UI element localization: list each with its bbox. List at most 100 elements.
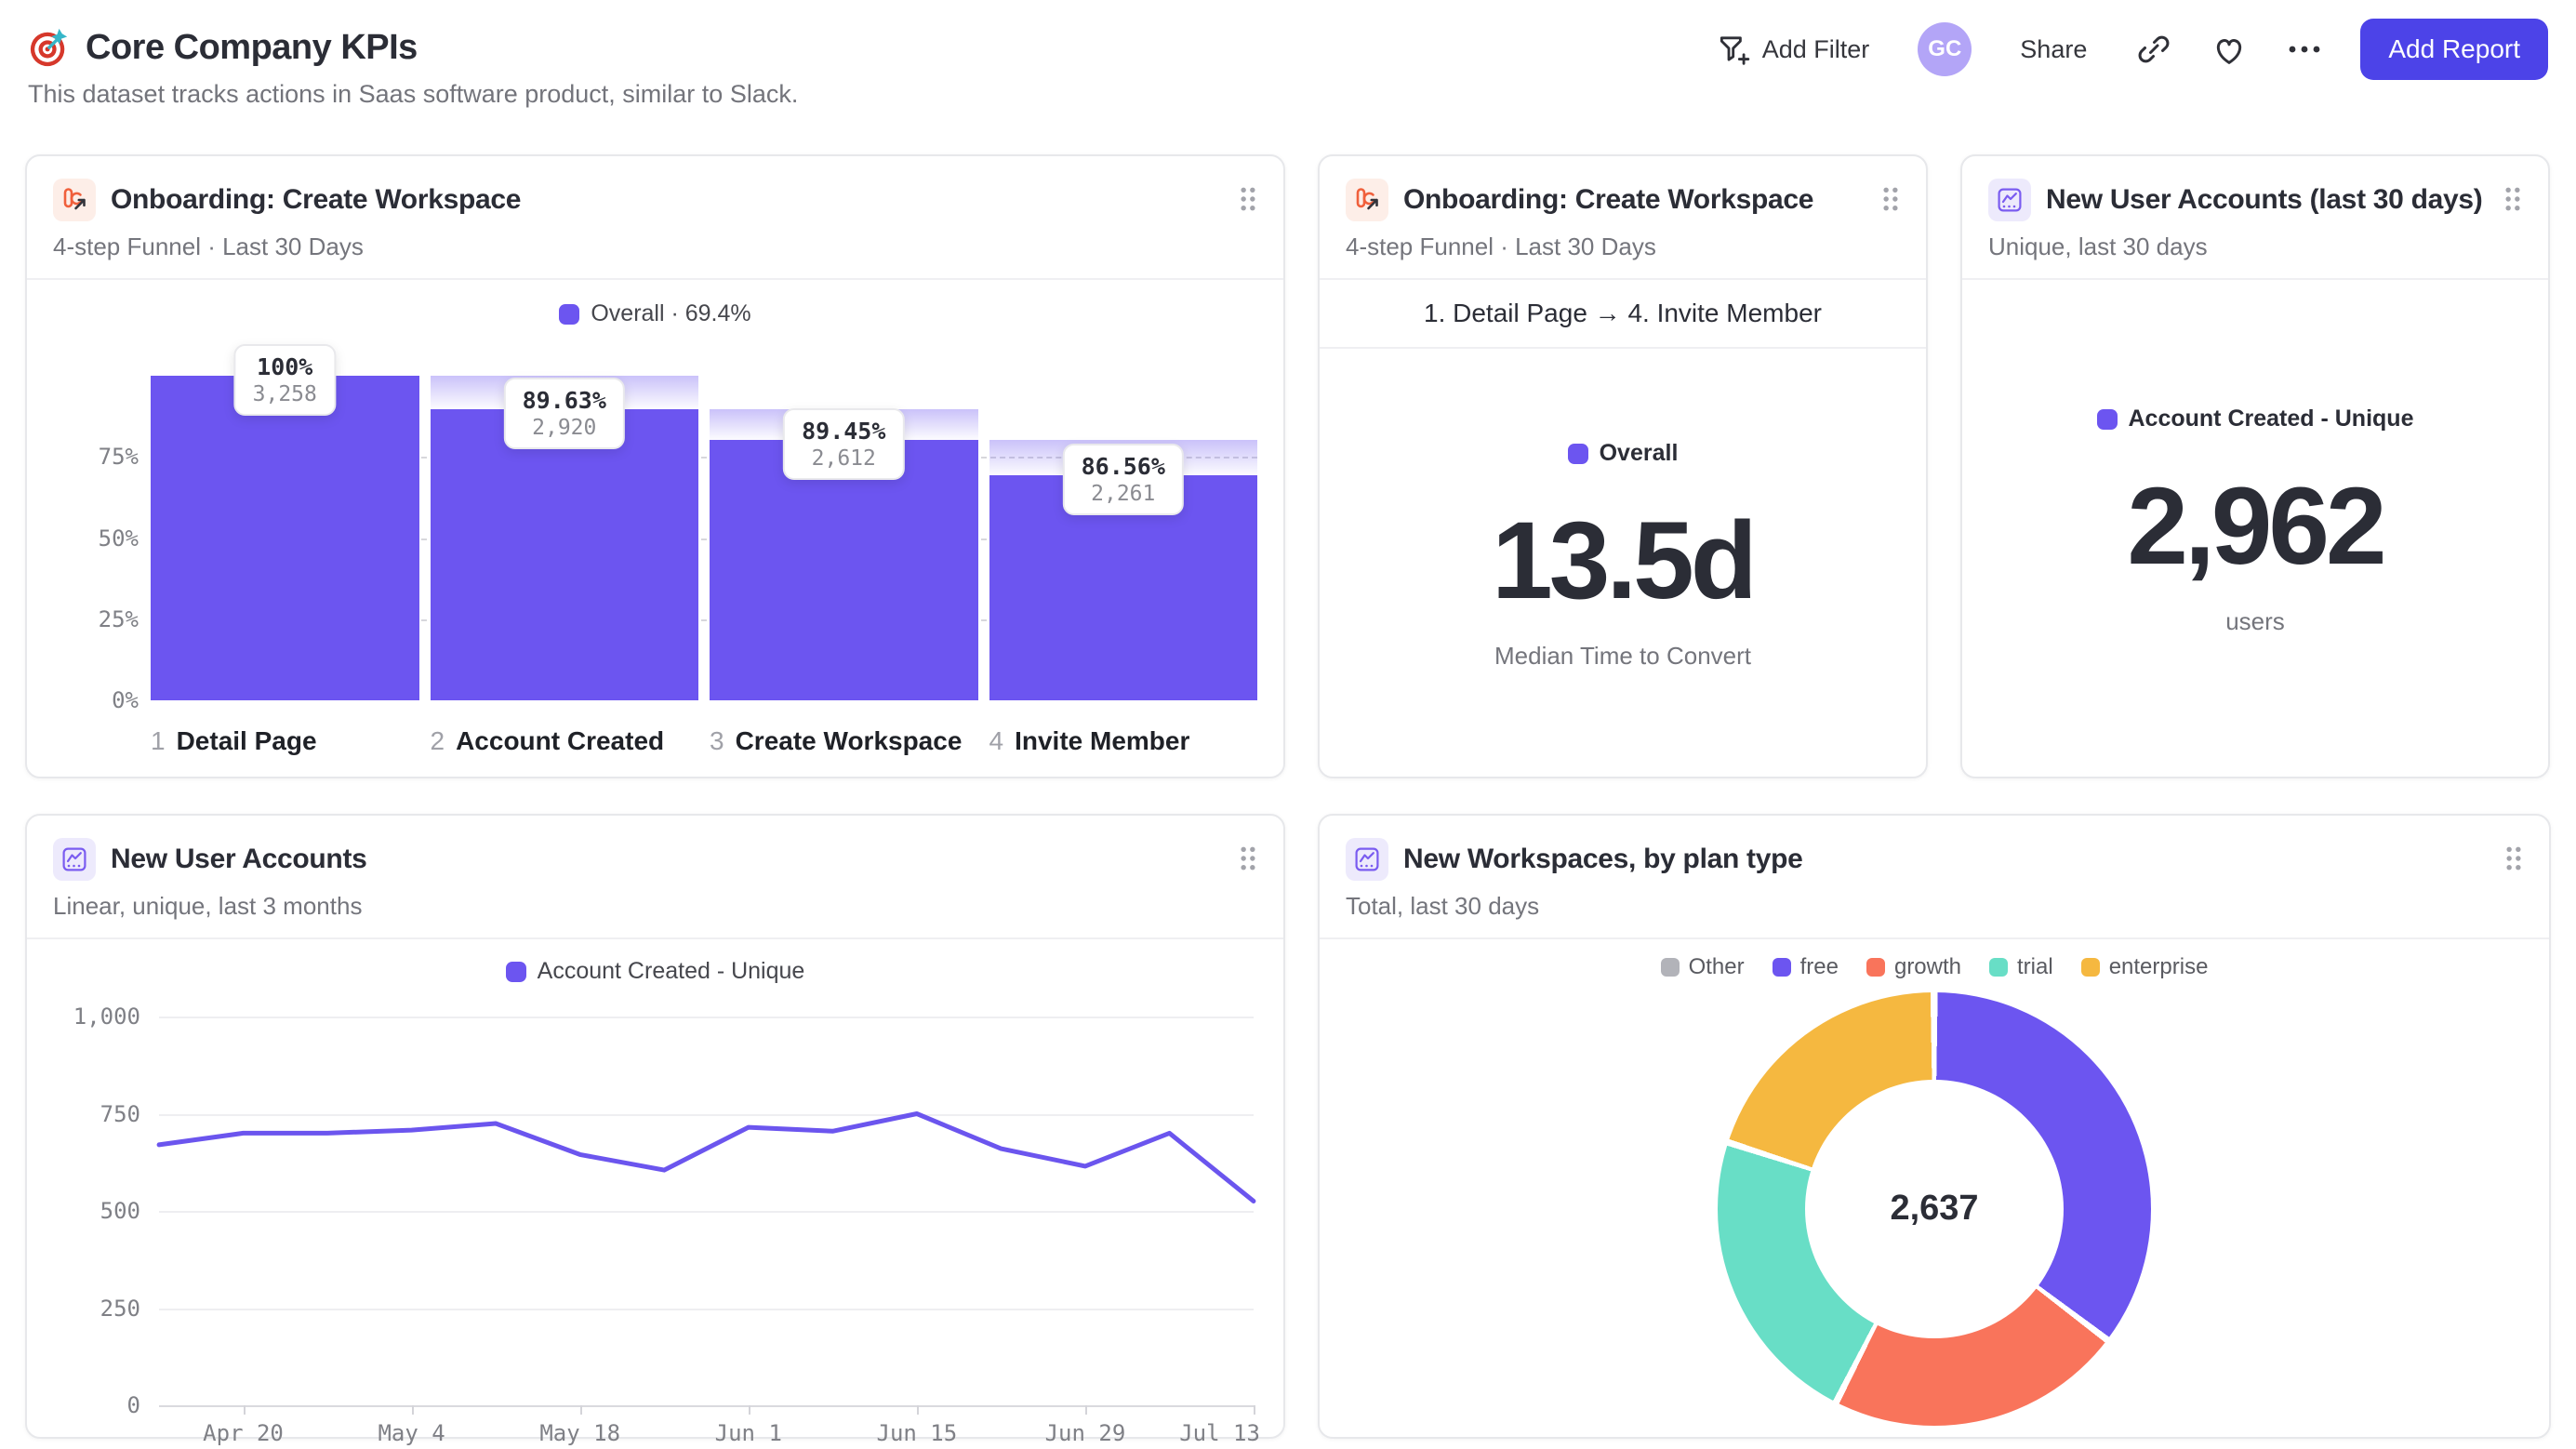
drag-handle-icon[interactable] (1881, 186, 1900, 217)
line-xtick (579, 1405, 582, 1415)
line-xtick (1084, 1405, 1087, 1415)
avatar[interactable]: GC (1918, 22, 1972, 76)
drag-handle-icon[interactable] (1239, 845, 1257, 876)
card-title[interactable]: Onboarding: Create Workspace (111, 184, 522, 215)
drag-handle-icon[interactable] (2504, 845, 2523, 876)
add-filter-button[interactable]: Add Filter (1716, 32, 1870, 67)
funnel-bar-invite-member[interactable]: 86.56% 2,261 (989, 376, 1257, 700)
funnel-step-label: 4 Invite Member (989, 726, 1190, 755)
legend-label: free (1799, 954, 1839, 979)
legend-swatch (2096, 408, 2118, 430)
line-xtick (411, 1405, 414, 1415)
drag-handle-icon[interactable] (1239, 186, 1257, 217)
card-title[interactable]: Onboarding: Create Workspace (1403, 184, 1814, 215)
donut-legend-item-trial[interactable]: trial (1989, 954, 2053, 980)
metric-zone: Overall 13.5d Median Time to Convert (1320, 349, 1926, 777)
line-gridline (159, 1113, 1254, 1116)
line-ytick-label: 750 (100, 1100, 140, 1127)
line-gridline (159, 1405, 1254, 1407)
card-title[interactable]: New User Accounts (111, 844, 367, 874)
legend-swatch (1989, 958, 2009, 977)
line-legend[interactable]: Account Created - Unique (55, 945, 1255, 998)
legend-swatch (2080, 958, 2100, 977)
card-title[interactable]: New User Accounts (last 30 days) (2046, 184, 2483, 215)
line-ytick-label: 250 (100, 1295, 140, 1322)
donut-legend-item-other[interactable]: Other (1660, 954, 1745, 980)
metric-legend[interactable]: Account Created - Unique (2096, 392, 2414, 445)
legend-swatch (1567, 443, 1588, 464)
dashboard-board: Onboarding: Create Workspace 4-step Funn… (0, 154, 2576, 1446)
card-title[interactable]: New Workspaces, by plan type (1403, 844, 1803, 874)
line-xtick-label: Apr 20 (203, 1420, 284, 1446)
funnel-range-label: 1. Detail Page → 4. Invite Member (1424, 299, 1822, 327)
funnel-ytick-label: 25% (98, 605, 139, 632)
legend-label: enterprise (2108, 954, 2209, 979)
more-options-button[interactable] (2286, 43, 2323, 56)
share-button[interactable]: Share (2020, 35, 2087, 64)
legend-label: Account Created - Unique (2128, 405, 2414, 432)
line-ytick-label: 1,000 (73, 1004, 140, 1030)
funnel-bar-create-workspace[interactable]: 89.45% 2,612 (710, 376, 978, 700)
line-xtick (916, 1405, 919, 1415)
donut-legend-item-enterprise[interactable]: enterprise (2080, 954, 2209, 980)
share-label: Share (2020, 34, 2088, 63)
line-xtick-label: Jun 29 (1044, 1420, 1126, 1446)
funnel-value-tooltip: 89.45% 2,612 (783, 408, 905, 481)
legend-swatch (1772, 958, 1791, 977)
legend-label: Overall (1599, 440, 1679, 466)
funnel-chart-zone: Overall · 69.4% 75% 50% 25% 0% 100% 3,258 89.6… (27, 280, 1283, 777)
funnel-legend[interactable]: Overall · 69.4% (53, 287, 1257, 340)
funnel-ytick-label: 50% (98, 525, 139, 552)
page-header: Core Company KPIs This dataset tracks ac… (0, 0, 2576, 125)
copy-link-button[interactable] (2135, 31, 2172, 68)
line-gridline (159, 1211, 1254, 1213)
funnel-bar-solid (710, 440, 978, 700)
funnel-bar-solid (151, 376, 419, 700)
card-subtitle: 4-step Funnel · Last 30 Days (1346, 233, 1656, 260)
donut-chart[interactable]: 2,637 (1718, 991, 2151, 1426)
metric-caption: users (2225, 607, 2285, 635)
funnel-bar-account-created[interactable]: 89.63% 2,920 (430, 376, 698, 700)
line-gridline (159, 1017, 1254, 1018)
favorite-button[interactable] (2210, 31, 2249, 68)
line-ytick-label: 500 (100, 1198, 140, 1224)
ellipsis-icon (2286, 43, 2323, 56)
line-gridline (159, 1308, 1254, 1310)
page-title: Core Company KPIs (86, 27, 418, 67)
card-new-user-accounts-trend: New User Accounts Linear, unique, last 3… (25, 814, 1285, 1446)
line-xtick-label: Jul 13 (1179, 1420, 1260, 1446)
donut-legend-item-growth[interactable]: growth (1866, 954, 1961, 980)
card-subtitle: Unique, last 30 days (1988, 233, 2208, 260)
target-icon (28, 26, 71, 69)
donut-center-value: 2,637 (1890, 1189, 1979, 1228)
line-chart-icon (1988, 179, 2031, 221)
add-report-button[interactable]: Add Report (2360, 19, 2548, 80)
line-xtick-label: May 4 (378, 1420, 445, 1446)
card-subtitle: Total, last 30 days (1346, 892, 1540, 920)
line-xtick-label: Jun 15 (876, 1420, 958, 1446)
funnel-bar-detail-page[interactable]: 100% 3,258 (151, 344, 419, 700)
line-plot[interactable]: 1,000 750 500 250 0 Apr 20 May 4 May 18 Jun 1 Jun… (73, 1004, 1260, 1446)
funnel-plot[interactable]: 75% 50% 25% 0% 100% 3,258 89.63% 2,920 89.45% 2,6… (53, 344, 1257, 713)
divider (1962, 278, 2548, 280)
donut-legend: Other free growth trial enterprise (1320, 939, 2549, 980)
line-ytick-label: 0 (126, 1392, 140, 1418)
toolbar: Add Filter GC Share (1716, 19, 2548, 80)
heart-icon (2210, 31, 2249, 68)
line-xtick (243, 1405, 246, 1415)
funnel-bar-solid (430, 409, 698, 700)
metric-value: 13.5d (1492, 499, 1758, 622)
add-filter-label: Add Filter (1761, 34, 1870, 63)
legend-label: Account Created - Unique (537, 958, 805, 984)
card-header: New Workspaces, by plan type Total, last… (1320, 816, 2549, 937)
metric-legend[interactable]: Overall (1567, 427, 1679, 480)
drag-handle-icon[interactable] (2503, 186, 2522, 217)
line-xtick-label: May 18 (539, 1420, 621, 1446)
donut-legend-item-free[interactable]: free (1772, 954, 1839, 980)
link-icon (2135, 31, 2172, 68)
card-header: Onboarding: Create Workspace 4-step Funn… (1320, 156, 1926, 278)
donut-hole: 2,637 (1805, 1079, 2064, 1338)
card-subtitle: Linear, unique, last 3 months (53, 892, 363, 920)
card-subtitle: 4-step Funnel · Last 30 Days (53, 233, 364, 260)
card-workspaces-by-plan: New Workspaces, by plan type Total, last… (1318, 814, 2551, 1439)
